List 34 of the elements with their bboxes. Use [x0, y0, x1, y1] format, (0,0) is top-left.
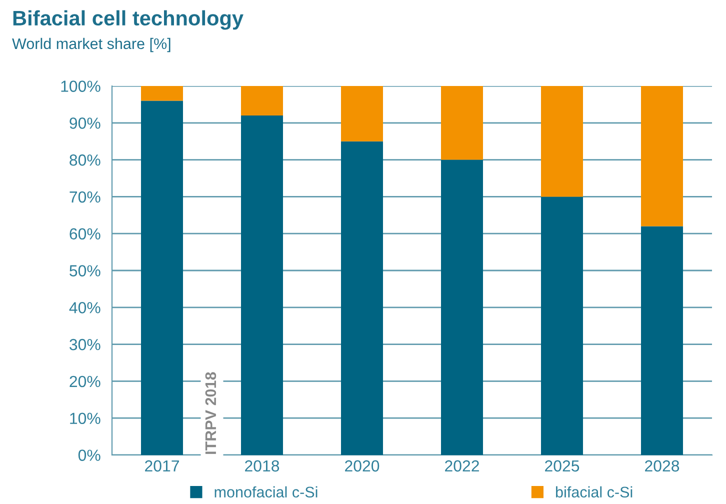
bar — [441, 86, 483, 160]
bar — [641, 226, 683, 455]
legend-label: bifacial c-Si — [556, 486, 632, 498]
x-tick-label: 2017 — [145, 460, 179, 472]
y-tick-label: 0% — [78, 450, 100, 461]
bar — [341, 141, 383, 455]
bar — [241, 86, 283, 116]
y-tick-label: 60% — [70, 228, 100, 240]
y-tick-label: 80% — [70, 154, 100, 166]
bar — [541, 196, 583, 455]
x-tick-label: 2020 — [345, 460, 380, 472]
x-tick-label: 2022 — [445, 460, 479, 472]
bar — [141, 86, 183, 101]
bar — [341, 86, 383, 142]
bar — [441, 160, 483, 455]
y-tick-label: 50% — [70, 265, 100, 276]
bar — [541, 86, 583, 197]
x-tick-label: 2018 — [245, 460, 280, 472]
annotation: ITRPV 2018 — [205, 372, 216, 454]
chart-title: Bifacial cell technology — [13, 10, 244, 30]
y-tick-label: 20% — [70, 376, 100, 388]
y-tick-label: 40% — [69, 302, 100, 314]
legend-label: monofacial c-Si — [214, 486, 318, 498]
y-tick-label: 10% — [70, 412, 100, 424]
y-tick-label: 70% — [70, 191, 100, 203]
bar — [141, 100, 183, 455]
bar — [641, 86, 683, 226]
y-tick-label: 30% — [70, 338, 100, 350]
x-tick-label: 2025 — [545, 460, 580, 472]
x-tick-label: 2028 — [645, 460, 680, 472]
y-tick-label: 90% — [70, 118, 100, 129]
y-tick-label: 100% — [61, 80, 100, 92]
bar — [241, 116, 283, 455]
chart-subtitle: World market share [%] — [12, 38, 170, 52]
